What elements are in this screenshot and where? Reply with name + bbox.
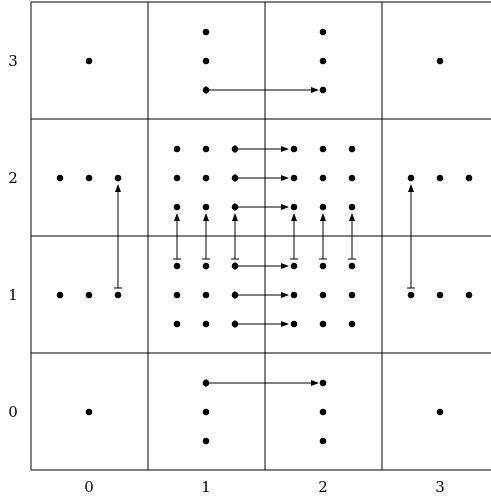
lattice-dot: [202, 145, 210, 153]
lattice-dot: [436, 57, 444, 65]
lattice-dot: [231, 262, 239, 270]
lattice-dot: [202, 291, 210, 299]
lattice-dot: [290, 320, 298, 328]
arrow-vertical: [173, 213, 181, 260]
arrow-right-vertical: [407, 184, 415, 289]
lattice-dot: [56, 174, 64, 182]
lattice-dot: [202, 57, 210, 65]
lattice-dot: [319, 203, 327, 211]
arrow-vertical: [319, 213, 327, 260]
lattice-dot: [407, 174, 415, 182]
x-tick-label-1: 1: [201, 478, 211, 496]
lattice-dot: [231, 291, 239, 299]
arrow-horizontal: [234, 291, 289, 299]
lattice-dot: [202, 408, 210, 416]
lattice-dot: [436, 291, 444, 299]
y-tick-label-0: 0: [8, 403, 18, 421]
lattice-dot: [202, 28, 210, 36]
lattice-dot: [436, 408, 444, 416]
lattice-dot: [319, 320, 327, 328]
lattice-dot: [173, 174, 181, 182]
arrow-horizontal: [234, 320, 289, 328]
grid-lines: [30, 1, 491, 471]
lattice-dot: [319, 86, 327, 94]
x-tick-label-2: 2: [318, 478, 328, 496]
lattice-dot: [202, 203, 210, 211]
lattice-dot: [348, 262, 356, 270]
lattice-dot: [173, 203, 181, 211]
lattice-dot: [173, 145, 181, 153]
lattice-dot: [319, 408, 327, 416]
lattice-dot: [202, 379, 210, 387]
lattice-dot: [173, 291, 181, 299]
lattice-dot: [85, 291, 93, 299]
lattice-dot: [290, 262, 298, 270]
lattice-dot: [319, 145, 327, 153]
lattice-dot: [348, 203, 356, 211]
lattice-dot: [319, 379, 327, 387]
lattice-dot: [290, 145, 298, 153]
lattice-dot: [231, 145, 239, 153]
lattice-dot: [231, 320, 239, 328]
lattice-dot: [202, 174, 210, 182]
lattice-dot: [319, 437, 327, 445]
lattice-dot: [465, 174, 473, 182]
lattice-dot: [173, 262, 181, 270]
lattice-dot: [85, 408, 93, 416]
arrow-left-vertical: [114, 184, 122, 289]
lattice-dot: [202, 437, 210, 445]
lattice-dot: [348, 174, 356, 182]
x-tick-label-3: 3: [435, 478, 445, 496]
arrow-vertical: [202, 213, 210, 260]
lattice-dot: [114, 174, 122, 182]
lattice-dot: [319, 57, 327, 65]
lattice-dot: [436, 174, 444, 182]
lattice-dot: [173, 320, 181, 328]
lattice-dot: [407, 291, 415, 299]
lattice-dot: [85, 174, 93, 182]
arrow-vertical: [348, 213, 356, 260]
lattice-dot: [348, 320, 356, 328]
dots: [56, 28, 473, 445]
arrow-horizontal: [234, 145, 289, 153]
arrow-horizontal: [234, 203, 289, 211]
lattice-dot: [202, 320, 210, 328]
arrow-top: [205, 86, 319, 94]
lattice-dot: [114, 291, 122, 299]
lattice-dot: [202, 262, 210, 270]
lattice-dot: [231, 203, 239, 211]
lattice-dot: [319, 262, 327, 270]
x-tick-label-0: 0: [84, 478, 94, 496]
lattice-dot: [231, 174, 239, 182]
lattice-dot: [85, 57, 93, 65]
lattice-dot: [319, 174, 327, 182]
lattice-dot: [319, 28, 327, 36]
arrow-vertical: [290, 213, 298, 260]
arrow-horizontal: [234, 262, 289, 270]
lattice-dot: [348, 291, 356, 299]
axis-labels: 0 1 2 3 3 2 1 0: [8, 52, 445, 496]
arrow-vertical: [231, 213, 239, 260]
y-tick-label-3: 3: [8, 52, 18, 70]
lattice-dot: [319, 291, 327, 299]
lattice-dot: [465, 291, 473, 299]
lattice-dot: [348, 145, 356, 153]
arrow-bottom: [205, 379, 319, 387]
lattice-dot: [56, 291, 64, 299]
y-tick-label-2: 2: [8, 169, 18, 187]
lattice-dot: [290, 291, 298, 299]
lattice-dot: [290, 174, 298, 182]
lattice-dot: [290, 203, 298, 211]
arrow-horizontal: [234, 174, 289, 182]
y-tick-label-1: 1: [8, 286, 18, 304]
lattice-dot: [202, 86, 210, 94]
